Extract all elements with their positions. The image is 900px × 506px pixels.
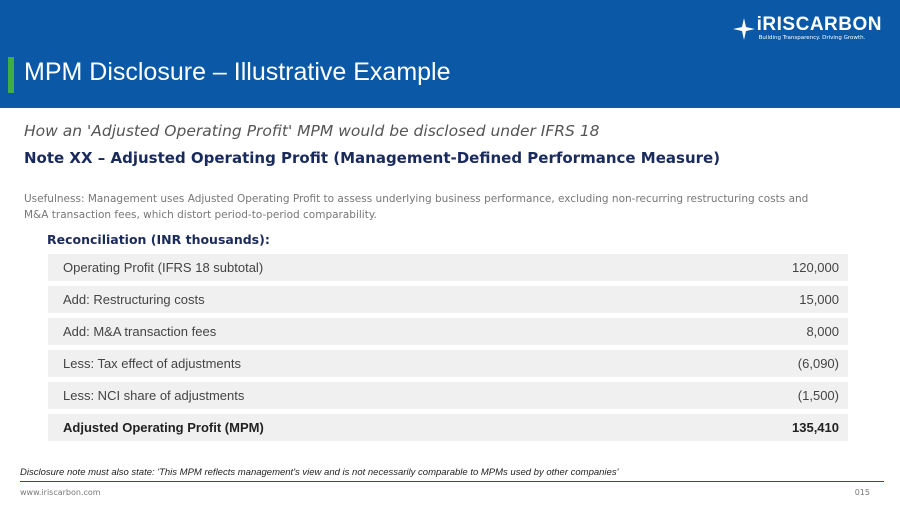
row-value: (6,090) [797,356,839,371]
row-label: Less: NCI share of adjustments [63,388,245,403]
row-label: Add: M&A transaction fees [63,324,217,339]
footer-url: www.iriscarbon.com [20,488,101,497]
disclosure-note: Disclosure note must also state: 'This M… [20,467,619,478]
row-value: 8,000 [806,324,839,339]
logo-tagline: Building Transparency. Driving Growth. [758,35,866,41]
row-label: Adjusted Operating Profit (MPM) [63,420,264,435]
table-row: Less: NCI share of adjustments (1,500) [48,382,848,409]
note-heading: Note XX – Adjusted Operating Profit (Man… [24,149,721,167]
row-label: Operating Profit (IFRS 18 subtotal) [63,260,264,275]
table-row: Operating Profit (IFRS 18 subtotal) 120,0… [48,254,848,281]
accent-bar [8,57,14,93]
row-value: 15,000 [799,292,839,307]
table-row: Add: M&A transaction fees 8,000 [48,318,848,345]
slide-title: MPM Disclosure – Illustrative Example [24,58,451,86]
subtitle: How an 'Adjusted Operating Profit' MPM w… [24,122,600,140]
row-value: 135,410 [792,420,839,435]
logo: iRISCARBON Building Transparency. Drivin… [731,14,882,41]
footer-rule [20,481,884,482]
row-label: Less: Tax effect of adjustments [63,356,242,371]
table-title: Reconciliation (INR thousands): [47,232,270,247]
logo-text: iRISCARBON [756,14,882,35]
row-label: Add: Restructuring costs [63,292,205,307]
row-value: 120,000 [792,260,839,275]
table-row: Add: Restructuring costs 15,000 [48,286,848,313]
table-row: Adjusted Operating Profit (MPM) 135,410 [48,414,848,441]
table-row: Less: Tax effect of adjustments (6,090) [48,350,848,377]
page-number: 015 [854,488,870,497]
logo-icon [732,18,755,40]
header-band [0,0,900,108]
usefulness-text: Usefulness: Management uses Adjusted Ope… [24,193,809,221]
row-value: (1,500) [797,388,839,403]
